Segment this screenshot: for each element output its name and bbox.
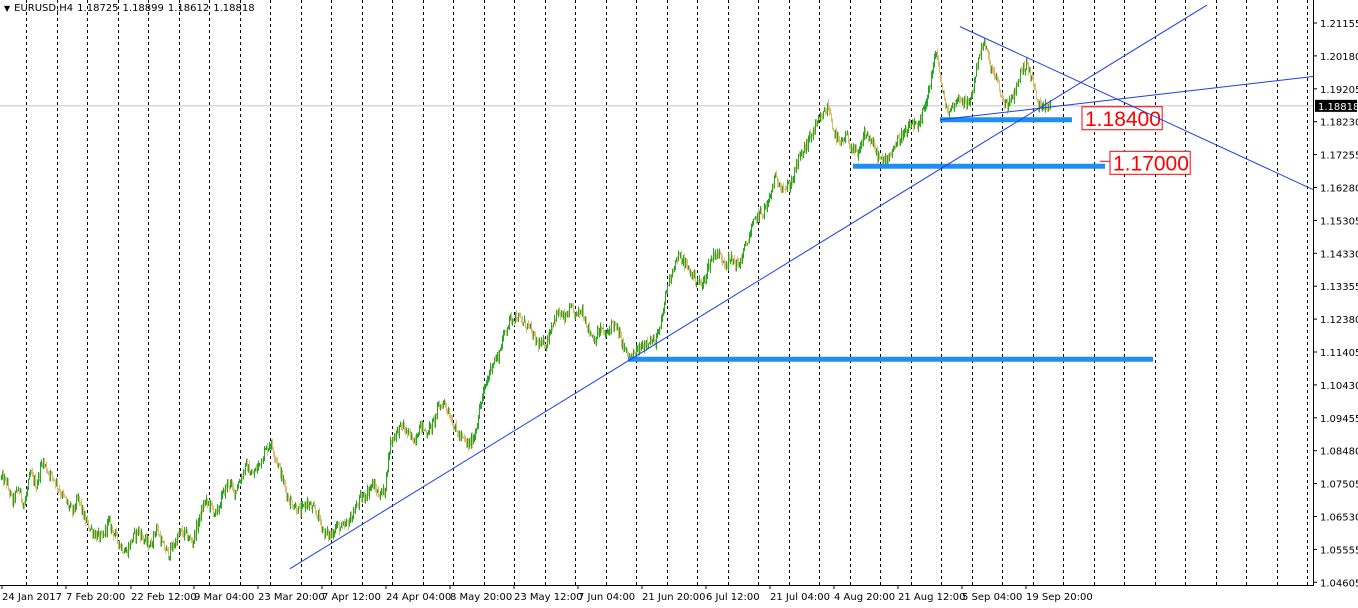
y-tick-label: 1.08480 [1320, 447, 1358, 458]
y-tick-label: 1.09455 [1320, 414, 1358, 425]
x-tick-label: 21 Jul 04:00 [770, 592, 830, 603]
close-value: 1.18818 [213, 3, 255, 14]
x-tick-label: 22 Feb 12:00 [131, 592, 197, 603]
horizontal-levels[interactable]: 1.18400 1.17000 [628, 106, 1191, 362]
trendline [939, 76, 1314, 121]
y-tick-label: 1.06530 [1320, 513, 1358, 524]
y-tick-label: 1.21155 [1320, 19, 1358, 30]
x-tick-label: 6 Jul 12:00 [706, 592, 760, 603]
y-tick-label: 1.04605 [1320, 578, 1358, 589]
trendlines[interactable] [289, 4, 1314, 570]
y-tick-label: 1.11405 [1320, 348, 1358, 359]
x-tick-label: 23 May 12:00 [514, 592, 583, 603]
x-tick-label: 4 Aug 20:00 [834, 592, 895, 603]
candlesticks [1, 37, 1051, 561]
level-annotation-label: 1.18400 [1085, 108, 1161, 131]
chart-header: ▼ EURUSD,H4 1.18725 1.18899 1.18612 1.18… [4, 3, 255, 14]
x-tick-label: 21 Jun 20:00 [642, 592, 706, 603]
trendline [289, 4, 1208, 570]
x-tick-label: 24 Apr 04:00 [386, 592, 451, 603]
y-tick-label: 1.10430 [1320, 381, 1358, 392]
current-price-box [1315, 99, 1357, 112]
x-tick-label: 21 Aug 12:00 [898, 592, 965, 603]
x-tick-label: 23 Mar 20:00 [258, 592, 325, 603]
trendline [959, 26, 1314, 191]
x-tick-label: 7 Feb 20:00 [66, 592, 125, 603]
y-tick-label: 1.14330 [1320, 249, 1358, 260]
x-tick-label: 7 Apr 12:00 [322, 592, 381, 603]
level-annotation-box [1081, 106, 1163, 131]
y-tick-label: 1.13355 [1320, 282, 1358, 293]
x-tick-label: 9 Mar 04:00 [194, 592, 254, 603]
y-tick-label: 1.20180 [1320, 52, 1358, 63]
chart-menu-icon[interactable]: ▼ [4, 4, 11, 13]
low-value: 1.18612 [167, 3, 210, 14]
x-tick-label: 19 Sep 20:00 [1026, 592, 1093, 603]
x-tick-label: 7 Jun 04:00 [578, 592, 635, 603]
y-tick-label: 1.12380 [1320, 315, 1358, 326]
y-tick-label: 1.07505 [1320, 480, 1358, 491]
current-price-label: 1.18818 [1318, 102, 1358, 113]
open-value: 1.18725 [77, 3, 119, 14]
y-tick-label: 1.16280 [1320, 184, 1358, 195]
y-tick-label: 1.05555 [1320, 545, 1358, 556]
x-tick-label: 8 May 20:00 [450, 592, 512, 603]
y-tick-label: 1.17255 [1320, 151, 1358, 162]
symbol-label: EURUSD,H4 [14, 3, 74, 14]
y-tick-label: 1.18230 [1320, 118, 1358, 129]
y-tick-label: 1.19205 [1320, 85, 1358, 96]
level-annotation-box [1109, 150, 1191, 175]
level-annotation-label: 1.17000 [1113, 152, 1189, 175]
x-tick-label: 5 Sep 04:00 [962, 592, 1022, 603]
high-value: 1.18899 [122, 3, 164, 14]
x-tick-label: 24 Jan 2017 [2, 592, 62, 603]
y-tick-label: 1.15305 [1320, 216, 1358, 227]
